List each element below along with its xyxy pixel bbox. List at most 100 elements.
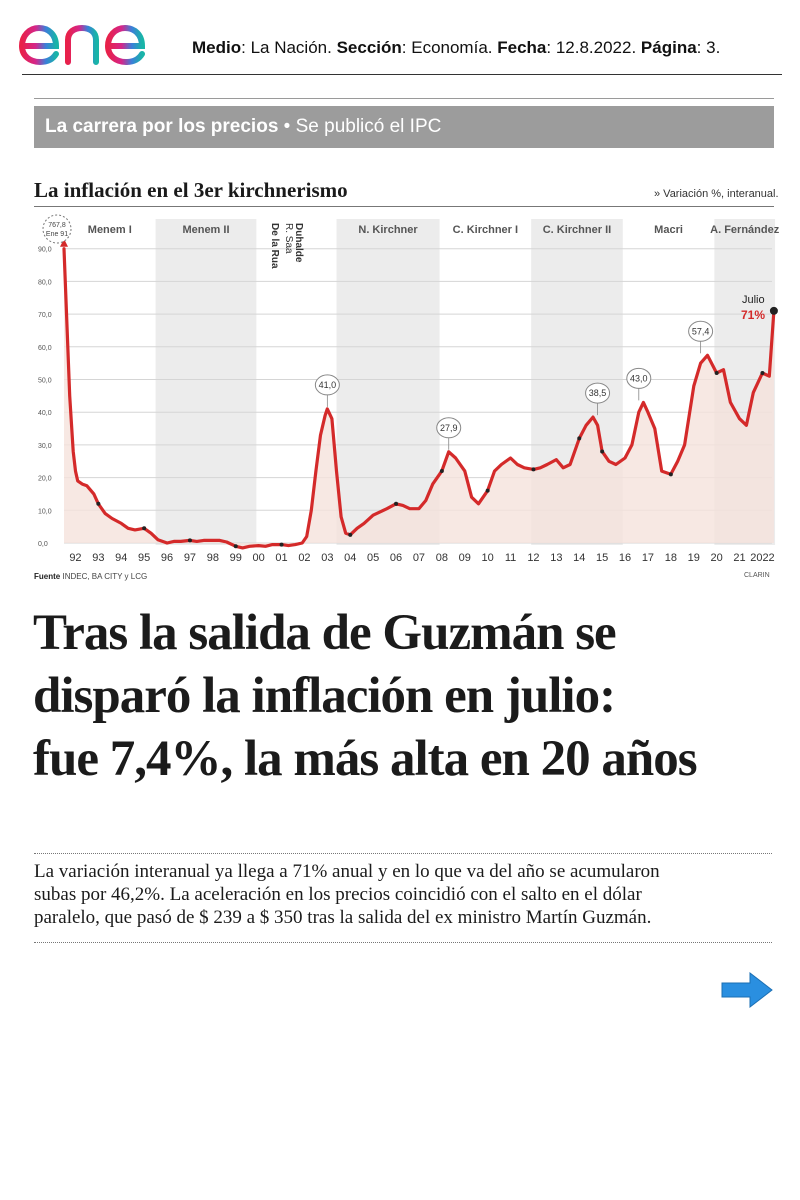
period-label: N. Kirchner <box>358 224 418 236</box>
annotation-bubble <box>436 417 462 439</box>
y-tick-label: 30,0 <box>38 443 52 450</box>
period-label: C. Kirchner II <box>543 224 611 236</box>
x-tick-label: 12 <box>527 552 539 564</box>
series-point <box>142 526 147 531</box>
y-tick-label: 70,0 <box>38 312 52 319</box>
period-label: Duhalde <box>293 223 304 263</box>
x-tick-label: 2022 <box>750 552 774 564</box>
period-label: C. Kirchner I <box>453 224 518 236</box>
medio-value: La Nación <box>250 38 328 57</box>
lede: La variación interanual ya llega a 71% a… <box>34 860 776 929</box>
fecha-label: Fecha <box>497 38 547 57</box>
x-tick-label: 04 <box>344 552 356 564</box>
series-point <box>600 449 605 454</box>
period-labels: Menem I Menem II De la Rua R. Saa Duhalde N. … <box>88 223 780 269</box>
y-tick-label: 60,0 <box>38 345 52 352</box>
headline-line: fue 7,4%, la más alta en 20 años <box>33 731 698 787</box>
x-tick-label: 11 <box>505 552 516 564</box>
series-point <box>279 542 284 547</box>
section-top-rule <box>34 98 774 99</box>
x-tick-label: 09 <box>459 552 471 564</box>
x-tick-label: 18 <box>665 552 677 564</box>
section-kicker: La carrera por los precios <box>45 116 279 137</box>
y-tick-label: 0,0 <box>38 541 48 548</box>
annotation-bubble <box>626 367 652 389</box>
series-point <box>668 472 673 477</box>
start-annotation-value: 767,8 <box>48 222 66 229</box>
area-fill <box>64 248 774 548</box>
y-tick-label: 80,0 <box>38 279 52 286</box>
period-label: De la Rua <box>269 223 280 269</box>
chart-source: Fuente INDEC, BA CITY y LCG <box>34 572 147 581</box>
x-tick-label: 92 <box>69 552 81 564</box>
x-tick-label: 98 <box>207 552 219 564</box>
series-point <box>531 467 536 472</box>
y-tick-label: 90,0 <box>38 247 52 254</box>
period-label: Menem I <box>88 224 132 236</box>
seccion-value: Economía <box>411 38 488 57</box>
pagina-value: 3 <box>706 38 716 57</box>
end-value-label: 71% <box>741 308 765 322</box>
x-tick-label: 15 <box>596 552 608 564</box>
header-divider <box>22 74 782 75</box>
start-arrow <box>60 238 68 247</box>
annotation-bubble <box>688 320 714 342</box>
x-tick-label: 01 <box>275 552 287 564</box>
lede-top-rule <box>34 853 772 854</box>
start-annotation-bubble <box>42 214 72 244</box>
period-label: Menem II <box>182 224 229 236</box>
y-tick-label: 10,0 <box>38 508 52 515</box>
x-tick-label: 16 <box>619 552 631 564</box>
period-band <box>155 219 257 545</box>
period-label: Macri <box>654 224 683 236</box>
annotation-label: 27,9 <box>440 423 458 433</box>
lede-line: subas por 46,2%. La aceleración en los p… <box>34 884 642 905</box>
period-label: R. Saa <box>283 223 294 254</box>
annotation-label: 57,4 <box>692 326 710 336</box>
x-tick-label: 05 <box>367 552 379 564</box>
headline-line: Tras la salida de Guzmán se <box>33 605 617 661</box>
x-tick-label: 93 <box>92 552 104 564</box>
x-tick-label: 21 <box>733 552 745 564</box>
y-tick-labels: 0,0 10,0 20,0 30,0 40,0 50,0 60,0 70,0 80,0 90,0 <box>38 247 52 548</box>
x-tick-label: 03 <box>321 552 333 564</box>
x-tick-label: 17 <box>642 552 654 564</box>
seccion-label: Sección <box>336 38 402 57</box>
headline: Tras la salida de Guzmán se disparó la i… <box>33 602 783 791</box>
lede-line: paralelo, que pasó de $ 239 a $ 350 tras… <box>34 907 652 928</box>
x-tick-label: 00 <box>253 552 265 564</box>
chart-credit: CLARIN <box>744 572 770 579</box>
x-tick-label: 14 <box>573 552 585 564</box>
annotation-bubble <box>314 374 340 396</box>
series-point <box>348 532 353 537</box>
series-point <box>485 488 490 493</box>
chart-title-rule <box>34 206 774 207</box>
x-tick-label: 02 <box>298 552 310 564</box>
end-label: Julio <box>742 294 765 306</box>
series-point <box>439 469 444 474</box>
series-point <box>233 544 238 549</box>
enel-logo <box>18 7 161 66</box>
x-tick-label: 07 <box>413 552 425 564</box>
section-bullet: • <box>283 116 291 137</box>
chart-title: La inflación en el 3er kirchnerismo <box>34 178 348 202</box>
x-tick-label: 13 <box>550 552 562 564</box>
series-point <box>96 501 101 506</box>
x-tick-label: 20 <box>711 552 723 564</box>
series-point <box>714 370 719 375</box>
x-tick-label: 06 <box>390 552 402 564</box>
series-area <box>64 248 774 548</box>
x-tick-label: 94 <box>115 552 127 564</box>
x-tick-label: 99 <box>230 552 242 564</box>
annotation-label: 43,0 <box>630 373 648 383</box>
section-bar: La carrera por los precios • Se publicó … <box>34 106 774 148</box>
headline-line: disparó la inflación en julio: <box>33 668 616 724</box>
arrow-right-icon[interactable] <box>720 970 774 1010</box>
series-point <box>394 501 399 506</box>
annotation-label: 38,5 <box>589 388 607 398</box>
start-annotation-date: Ene 91 <box>46 231 68 238</box>
series-point <box>577 436 582 441</box>
lede-bottom-rule <box>34 942 772 943</box>
inflation-chart: 41,0 27,9 38,5 43,0 57,4 Menem I Menem II De l… <box>38 214 780 564</box>
y-tick-label: 20,0 <box>38 476 52 483</box>
